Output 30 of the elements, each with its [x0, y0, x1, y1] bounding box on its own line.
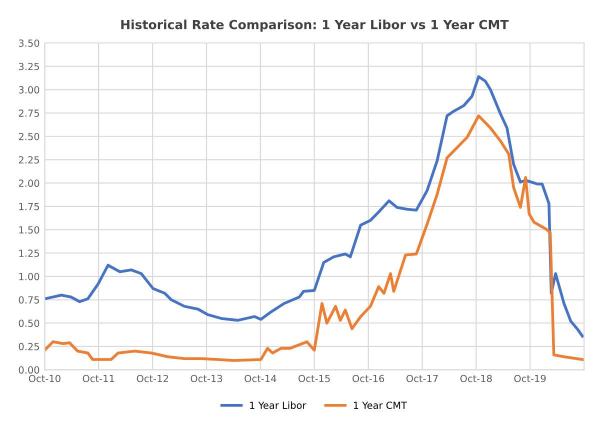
x-tick-label: Oct-15	[298, 374, 330, 382]
legend-label: 1 Year Libor	[250, 401, 306, 409]
y-tick-label: 2.25	[18, 156, 39, 164]
x-tick-label: Oct-14	[244, 374, 276, 382]
y-tick-label: 3.50	[18, 39, 40, 47]
legend-label: 1 Year CMT	[354, 402, 407, 409]
y-tick-label: 2.00	[18, 180, 40, 187]
y-tick-label: 1.75	[19, 203, 39, 210]
y-tick-label: 2.50	[18, 132, 40, 140]
line-series	[44, 75, 584, 338]
x-tick-label: Oct-11	[82, 374, 114, 382]
y-tick-label: 0.00	[18, 366, 40, 374]
x-tick-label: Oct-10	[28, 374, 60, 382]
x-tick-label: Oct-16	[352, 374, 384, 382]
y-tick-label: 1.50	[19, 226, 40, 234]
x-tick-label: Oct-13	[190, 374, 222, 382]
y-tick-label: 0.25	[18, 342, 39, 350]
x-tick-label: Oct-17	[406, 374, 438, 382]
x-tick-label: Oct-19	[514, 374, 546, 382]
y-tick-label: 0.50	[18, 320, 40, 327]
x-tick-label: Oct-18	[460, 374, 492, 382]
x-tick-label: Oct-12	[136, 374, 168, 382]
chart-title: Historical Rate Comparison: 1 Year Libor vs 1 Year CMT	[121, 20, 509, 32]
y-tick-label: 1.00	[19, 272, 40, 280]
y-tick-label: 3.00	[18, 86, 40, 94]
y-tick-label: 2.75	[18, 110, 39, 117]
line-series	[44, 114, 584, 362]
y-tick-label: 0.75	[18, 296, 39, 304]
y-tick-label: 3.25	[18, 62, 39, 70]
y-tick-label: 1.25	[19, 250, 39, 257]
